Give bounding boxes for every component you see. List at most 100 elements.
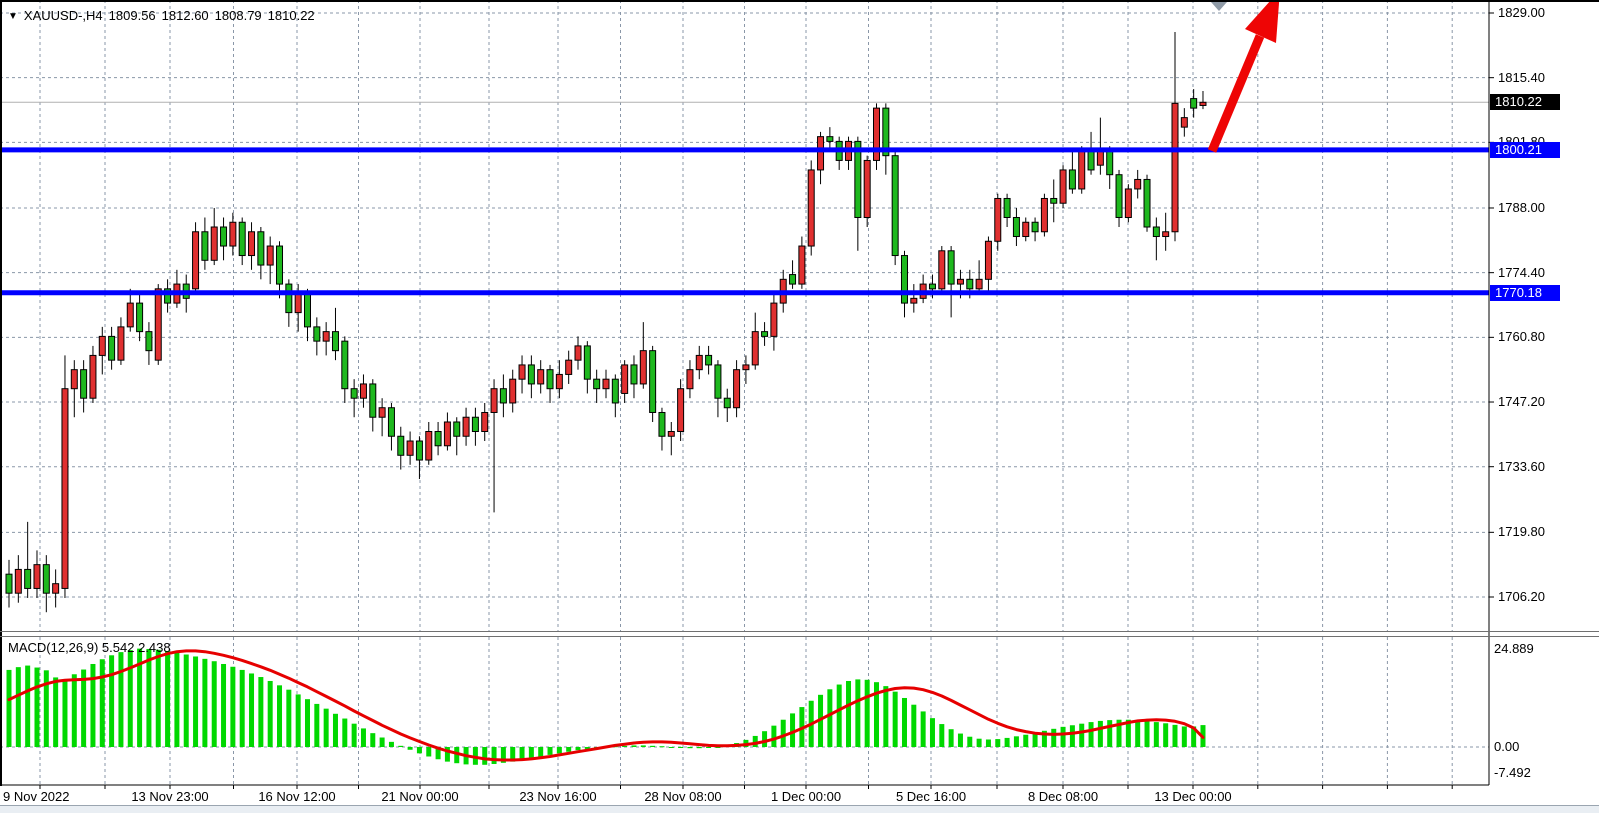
candle-bullish bbox=[443, 421, 451, 447]
candle-bullish bbox=[807, 169, 815, 247]
macd-histogram-bar bbox=[1172, 724, 1178, 747]
price-axis-label: 1719.80 bbox=[1498, 524, 1545, 540]
candle-bearish bbox=[826, 136, 834, 142]
macd-histogram-bar bbox=[836, 684, 842, 747]
candle-bearish bbox=[891, 155, 899, 257]
macd-histogram-bar bbox=[1051, 728, 1057, 747]
price-axis-label: 1733.60 bbox=[1498, 458, 1545, 474]
macd-histogram-bar bbox=[631, 745, 637, 747]
ohlc-high: 1812.60 bbox=[161, 8, 209, 23]
candle-bullish bbox=[70, 369, 78, 390]
candle-bullish bbox=[938, 250, 946, 290]
candle-bearish bbox=[276, 245, 284, 285]
price-axis-label: 1706.20 bbox=[1498, 588, 1545, 604]
macd-histogram-bar bbox=[985, 739, 991, 747]
candle-bullish bbox=[490, 388, 498, 413]
time-axis-label: 23 Nov 16:00 bbox=[519, 789, 597, 804]
macd-histogram-bar bbox=[174, 652, 180, 747]
candle-bearish bbox=[928, 283, 936, 290]
candle-bullish bbox=[52, 583, 60, 594]
trend-arrow-shaft[interactable] bbox=[1207, 34, 1265, 153]
candle-bullish bbox=[322, 331, 330, 342]
candle-bullish bbox=[667, 431, 675, 437]
time-axis-label: 13 Nov 23:00 bbox=[131, 789, 209, 804]
candle-bullish bbox=[1162, 231, 1170, 238]
candle-bullish bbox=[294, 293, 302, 314]
candle-bearish bbox=[583, 345, 591, 380]
candle-bullish bbox=[677, 388, 685, 433]
candle-bearish bbox=[499, 388, 507, 404]
macd-histogram-bar bbox=[221, 663, 227, 747]
macd-histogram-bar bbox=[71, 674, 77, 747]
candle-bearish bbox=[1190, 98, 1198, 109]
macd-histogram-bar bbox=[1135, 720, 1141, 747]
macd-histogram-bar bbox=[202, 658, 208, 747]
macd-histogram-bar bbox=[976, 738, 982, 747]
macd-histogram-bar bbox=[771, 725, 777, 747]
candle-bullish bbox=[956, 278, 964, 285]
macd-histogram-bar bbox=[81, 669, 87, 747]
candle-bearish bbox=[761, 331, 769, 337]
chart-title: ▼ XAUUSD-,H4 1809.56 1812.60 1808.79 1810.22 bbox=[8, 8, 321, 23]
candle-bearish bbox=[723, 397, 731, 409]
macd-histogram-bar bbox=[510, 747, 516, 762]
macd-histogram-bar bbox=[146, 648, 152, 747]
candle-bullish bbox=[994, 197, 1002, 242]
candle-bullish bbox=[733, 369, 741, 409]
candle-bearish bbox=[854, 140, 862, 218]
macd-histogram-bar bbox=[239, 669, 245, 747]
macd-histogram-bar bbox=[500, 747, 506, 763]
time-axis-label: 8 Dec 08:00 bbox=[1027, 789, 1099, 804]
macd-histogram-bar bbox=[90, 663, 96, 747]
candle-bullish bbox=[154, 288, 162, 361]
chart-shift-marker-icon[interactable] bbox=[1211, 2, 1227, 11]
macd-histogram-bar bbox=[43, 670, 49, 747]
trend-arrow-head[interactable] bbox=[1245, 0, 1280, 43]
macd-histogram-bar bbox=[491, 747, 497, 764]
candle-bearish bbox=[611, 378, 619, 404]
candle-bullish bbox=[639, 350, 647, 385]
panel-separator[interactable] bbox=[0, 631, 1599, 632]
macd-histogram-bar bbox=[193, 656, 199, 747]
candle-bullish bbox=[89, 354, 97, 399]
macd-histogram-bar bbox=[286, 689, 292, 747]
candle-bearish bbox=[257, 231, 265, 266]
macd-histogram-bar bbox=[892, 691, 898, 747]
macd-histogram-bar bbox=[780, 719, 786, 747]
candle-bullish bbox=[1059, 169, 1067, 204]
candle-bullish bbox=[1096, 150, 1104, 166]
candle-bullish bbox=[229, 221, 237, 247]
candle-bearish bbox=[80, 369, 88, 399]
candle-bullish bbox=[695, 354, 703, 371]
macd-histogram-bar bbox=[846, 680, 852, 747]
macd-axis-label: 0.00 bbox=[1494, 739, 1520, 754]
macd-histogram-bar bbox=[706, 747, 712, 748]
candle-bearish bbox=[369, 383, 377, 418]
macd-histogram-bar bbox=[314, 703, 320, 747]
collapse-triangle-icon[interactable]: ▼ bbox=[8, 11, 18, 22]
candle-bearish bbox=[658, 411, 666, 437]
macd-signal-line bbox=[7, 649, 1205, 762]
macd-histogram-bar bbox=[370, 733, 376, 747]
macd-histogram-bar bbox=[1004, 737, 1010, 747]
macd-histogram-bar bbox=[165, 650, 171, 747]
candle-bullish bbox=[863, 159, 871, 218]
time-axis-label: 28 Nov 08:00 bbox=[644, 789, 722, 804]
macd-histogram-bar bbox=[790, 713, 796, 747]
candle-bearish bbox=[108, 335, 116, 361]
macd-histogram-bar bbox=[398, 745, 404, 747]
macd-histogram-bar bbox=[659, 746, 665, 748]
macd-histogram-bar bbox=[351, 723, 357, 747]
candle-bearish bbox=[285, 283, 293, 314]
macd-histogram-bar bbox=[211, 661, 217, 747]
candle-bearish bbox=[136, 302, 144, 333]
candle-bearish bbox=[453, 421, 461, 437]
macd-histogram-bar bbox=[762, 731, 768, 747]
macd-axis-label: 24.889 bbox=[1494, 640, 1534, 656]
macd-histogram-bar bbox=[388, 741, 394, 747]
candle-bullish bbox=[192, 231, 200, 290]
macd-histogram-bar bbox=[304, 699, 310, 747]
candle-bullish bbox=[817, 136, 825, 171]
panel-separator-lower[interactable] bbox=[0, 636, 1599, 637]
